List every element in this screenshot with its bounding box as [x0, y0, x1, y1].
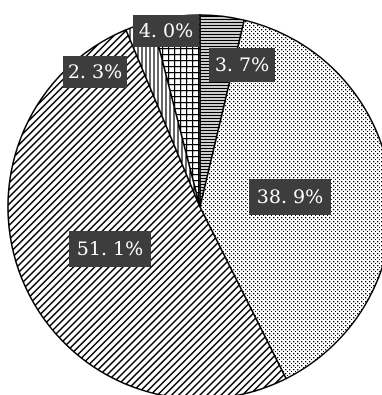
data-label-text: 3. 7% — [215, 54, 269, 76]
data-label-4: 2. 3% — [63, 56, 127, 88]
pie-data-labels: 3. 7% 38. 9% 51. 1% 2. 3% 4. 0% — [63, 15, 331, 267]
data-label-background — [209, 48, 275, 82]
data-label-5: 4. 0% — [133, 15, 199, 47]
data-label-background — [63, 56, 127, 88]
pie-slice-3 — [7, 28, 288, 395]
data-label-3: 51. 1% — [69, 231, 151, 267]
data-label-text: 38. 9% — [257, 186, 323, 208]
data-label-2: 38. 9% — [249, 179, 331, 215]
data-label-background — [249, 179, 331, 215]
data-label-text: 4. 0% — [139, 20, 193, 42]
data-label-1: 3. 7% — [209, 48, 275, 82]
data-label-text: 51. 1% — [77, 238, 143, 260]
data-label-text: 2. 3% — [68, 61, 122, 83]
data-label-background — [133, 15, 199, 47]
data-label-background — [69, 231, 151, 267]
